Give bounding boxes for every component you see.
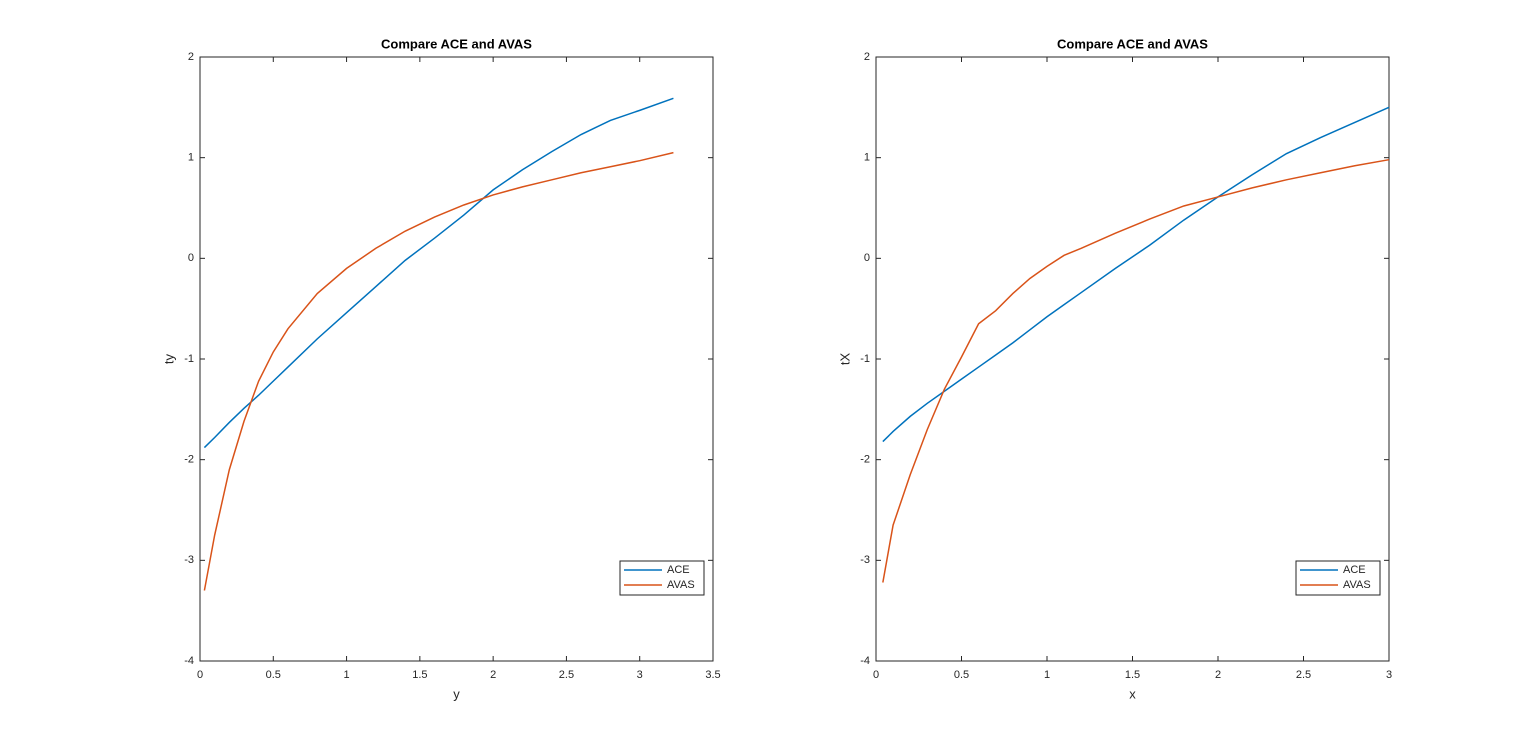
legend-label: ACE	[1343, 564, 1366, 576]
x-tick-label: 0.5	[266, 669, 281, 681]
x-tick-label: 0.5	[954, 669, 969, 681]
x-tick-label: 1	[344, 669, 350, 681]
y-tick-label: 0	[864, 252, 870, 264]
x-axis-label: y	[453, 686, 460, 701]
y-axis-label: ty	[161, 353, 176, 364]
plot: 0 0.5 1 1.5 2 2.5 3 3.5 -4 -3 -2 -1 0 1 2 Compare ACE a…	[161, 36, 720, 701]
x-tick-label: 3	[1386, 669, 1392, 681]
plot: 0 0.5 1 1.5 2 2.5 3 -4 -3 -2 -1 0 1 2 Compare ACE and …	[837, 36, 1392, 701]
legend-label: ACE	[667, 564, 690, 576]
y-tick-label: -1	[184, 353, 194, 365]
y-tick-label: -4	[860, 655, 870, 667]
series-line	[203, 151, 674, 591]
legend-box	[1295, 560, 1381, 596]
legend-box	[619, 560, 705, 596]
y-tick-label: 2	[188, 51, 194, 63]
x-tick-label: 2	[1215, 669, 1221, 681]
legend-label: AVAS	[1343, 579, 1371, 591]
x-tick-label: 3	[637, 669, 643, 681]
y-tick-label: -4	[184, 655, 194, 667]
y-axis-label: tX	[837, 353, 852, 366]
y-tick-label: 1	[864, 152, 870, 164]
chart-title: Compare ACE and AVAS	[1057, 36, 1208, 51]
y-tick-label: -1	[860, 353, 870, 365]
series-line	[882, 106, 1390, 443]
legend-label: AVAS	[667, 579, 695, 591]
axes-box	[199, 56, 714, 662]
x-tick-label: 1.5	[412, 669, 427, 681]
y-tick-label: -2	[184, 454, 194, 466]
series-line	[882, 158, 1390, 583]
x-tick-label: 0	[197, 669, 203, 681]
chart-title: Compare ACE and AVAS	[381, 36, 532, 51]
x-tick-label: 0	[873, 669, 879, 681]
legend: ACE AVAS	[1295, 560, 1381, 596]
x-tick-label: 3.5	[705, 669, 720, 681]
legend: ACE AVAS	[619, 560, 705, 596]
y-tick-label: 0	[188, 252, 194, 264]
axes-box	[875, 56, 1390, 662]
x-tick-label: 2	[490, 669, 496, 681]
x-tick-label: 2.5	[1296, 669, 1311, 681]
x-tick-label: 2.5	[559, 669, 574, 681]
x-tick-label: 1	[1044, 669, 1050, 681]
y-tick-label: -2	[860, 454, 870, 466]
y-tick-label: 1	[188, 152, 194, 164]
y-tick-label: 2	[864, 51, 870, 63]
series-line	[203, 97, 674, 449]
x-tick-label: 1.5	[1125, 669, 1140, 681]
y-tick-label: -3	[184, 554, 194, 566]
y-tick-label: -3	[860, 554, 870, 566]
x-axis-label: x	[1129, 686, 1136, 701]
